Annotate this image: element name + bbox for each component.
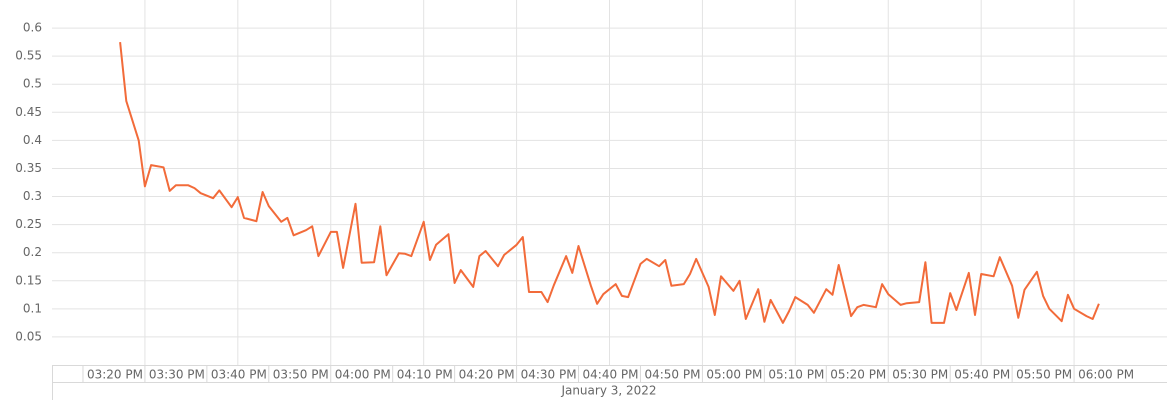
y-tick-label: 0.5 xyxy=(23,77,42,91)
y-tick-label: 0.15 xyxy=(15,273,42,287)
x-tick-label: 04:10 PM xyxy=(397,368,453,382)
x-tick-label: 04:30 PM xyxy=(521,368,577,382)
x-tick-label: 05:10 PM xyxy=(768,368,824,382)
x-tick-label: 04:00 PM xyxy=(335,368,391,382)
x-tick-label: 05:00 PM xyxy=(706,368,762,382)
y-tick-label: 0.35 xyxy=(15,161,42,175)
y-tick-label: 0.2 xyxy=(23,245,42,259)
data-line xyxy=(119,41,1100,324)
x-tick-label: 04:20 PM xyxy=(459,368,515,382)
x-tick-label: 05:50 PM xyxy=(1016,368,1072,382)
x-tick-label: 03:40 PM xyxy=(211,368,267,382)
y-tick-label: 0.1 xyxy=(23,301,42,315)
x-tick-label: 03:20 PM xyxy=(87,368,143,382)
y-tick-label: 0.55 xyxy=(15,49,42,63)
y-tick-label: 0.4 xyxy=(23,133,42,147)
y-tick-label: 0.3 xyxy=(23,189,42,203)
y-tick-label: 0.45 xyxy=(15,105,42,119)
y-tick-label: 0.6 xyxy=(23,21,42,35)
x-tick-label: 04:50 PM xyxy=(644,368,700,382)
x-tick-label: 03:30 PM xyxy=(149,368,205,382)
x-tick-label: 05:40 PM xyxy=(954,368,1010,382)
x-tick-label: 03:50 PM xyxy=(273,368,329,382)
y-tick-label: 0.05 xyxy=(15,329,42,343)
x-tick-label: 04:40 PM xyxy=(583,368,639,382)
x-tick-label: 06:00 PM xyxy=(1078,368,1134,382)
date-label: January 3, 2022 xyxy=(560,384,656,398)
y-tick-label: 0.25 xyxy=(15,217,42,231)
x-tick-label: 05:20 PM xyxy=(830,368,886,382)
x-tick-label: 05:30 PM xyxy=(892,368,948,382)
